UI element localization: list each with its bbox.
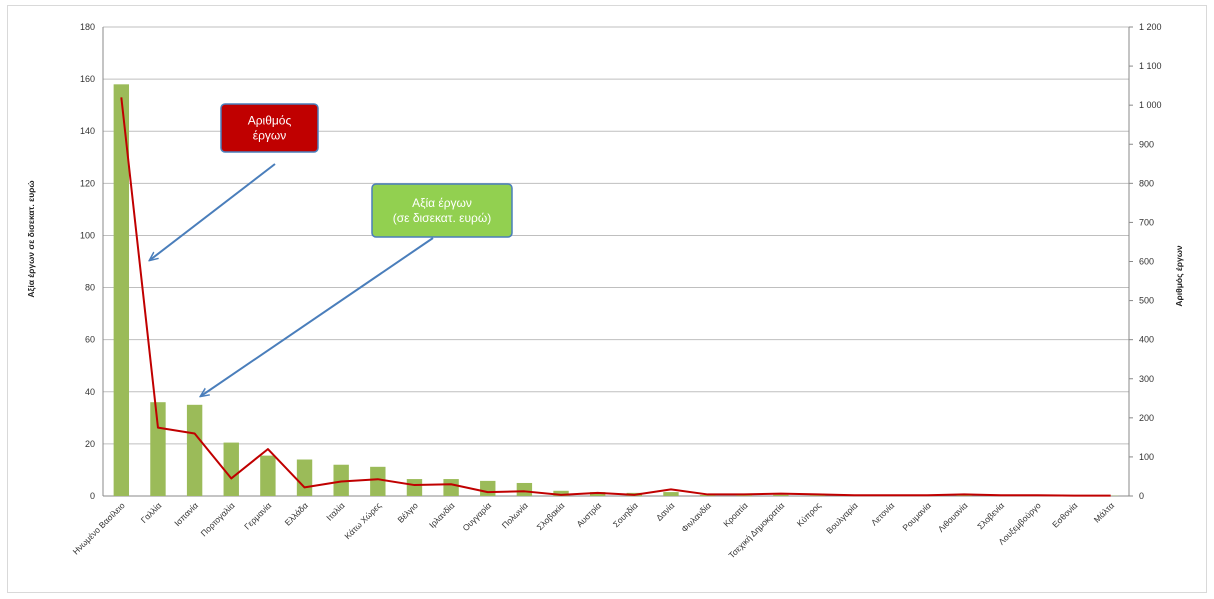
y-right-tick-label: 1 100 [1139,61,1162,71]
x-tick-label: Φινλανδία [679,500,713,534]
x-tick-label: Εσθονία [1050,500,1079,529]
line-series [120,97,1111,497]
x-tick-label: Ηνωμένο Βασίλειο [71,500,127,556]
callout-box [371,183,513,238]
y-right-tick-label: 400 [1139,335,1154,345]
x-tick-label: Ισπανία [172,500,200,528]
x-tick-label: Αυστρία [574,500,603,529]
y-right-tick-label: 600 [1139,257,1154,267]
y-left-tick-label: 160 [80,74,95,84]
y-left-tick-label: 0 [90,491,95,501]
bar [113,84,130,497]
x-tick-label: Σλοβενία [975,500,1006,531]
y-right-tick-label: 200 [1139,413,1154,423]
x-tick-label: Κάτω Χώρες [342,500,383,541]
callout-arrow [150,163,276,260]
y-left-tick-label: 180 [80,22,95,32]
x-tick-label: Ρουμανία [900,500,933,533]
x-tick-label: Ουγγαρία [460,500,493,533]
bar [663,492,679,496]
bar [553,490,569,496]
callout-label: έργων [253,129,287,143]
y-right-tick-label: 900 [1139,139,1154,149]
x-tick-label: Λιθουανία [936,500,970,534]
y-right-tick-label: 800 [1139,178,1154,188]
x-tick-label: Λετονία [869,500,896,527]
callout-arrow [201,237,434,396]
bar [516,482,533,496]
x-tick-label: Κροατία [721,500,750,529]
bar [480,480,496,496]
x-tick-label: Σλοβακία [535,500,567,532]
bar [223,442,239,496]
x-tick-label: Γαλλία [139,500,164,525]
y-right-tick-label: 500 [1139,296,1154,306]
y-left-tick-label: 60 [85,335,95,345]
callout-label: Αριθμός [248,114,292,128]
y-left-axis-title: Αξία έργων σε δισεκατ. ευρώ [26,180,36,297]
x-tick-label: Βουλγαρία [824,500,859,535]
x-tick-label: Πορτογαλία [199,500,237,538]
x-tick-label: Μάλτα [1092,500,1116,524]
y-left-tick-label: 140 [80,126,95,136]
bar [699,494,716,496]
callout-box [220,103,319,153]
bar [809,495,826,496]
bar [406,479,423,496]
chart-svg: 0 20 40 60 80 100 120 140 160 180 0 100 200 300 400 500… [26,22,1184,560]
y-left-tick-label: 20 [85,439,95,449]
y-left-tick-label: 100 [80,230,95,240]
bar [736,495,752,496]
x-tick-label: Κύπρος [795,500,823,528]
y-right-tick-label: 300 [1139,374,1154,384]
bar [333,464,349,496]
x-tick-label: Ελλάδα [283,500,310,527]
x-tick-label: Γερμανία [242,500,273,531]
x-tick-label: Βέλγιο [395,500,420,525]
x-tick-label: Πολωνία [500,500,530,530]
callout-label: Αξία έργων [412,196,472,210]
bar [443,479,459,496]
y-right-tick-label: 700 [1139,217,1154,227]
bar [956,495,972,496]
bar [773,494,789,496]
x-tick-label: Ιρλανδία [427,500,457,530]
bar [150,402,166,496]
y-left-tick-label: 120 [80,178,95,188]
bar [370,466,386,496]
bar [296,459,313,496]
bar [260,455,276,496]
chart-frame: 0 20 40 60 80 100 120 140 160 180 0 100 200 300 400 500… [7,5,1207,593]
y-right-tick-label: 100 [1139,452,1154,462]
y-right-tick-label: 0 [1139,491,1144,501]
y-right-tick-label: 1 000 [1139,100,1162,110]
x-tick-label: Ιταλία [324,500,346,522]
y-left-tick-label: 40 [85,387,95,397]
y-left-tick-label: 80 [85,283,95,293]
y-right-axis-title: Αριθμός έργων [1174,245,1184,307]
callout-label: (σε δισεκατ. ευρώ) [393,211,492,225]
y-right-tick-label: 1 200 [1139,22,1162,32]
bar [589,492,606,496]
bar [186,404,203,496]
x-tick-label: Σουηδία [611,500,640,529]
x-tick-label: Δανία [654,500,676,522]
